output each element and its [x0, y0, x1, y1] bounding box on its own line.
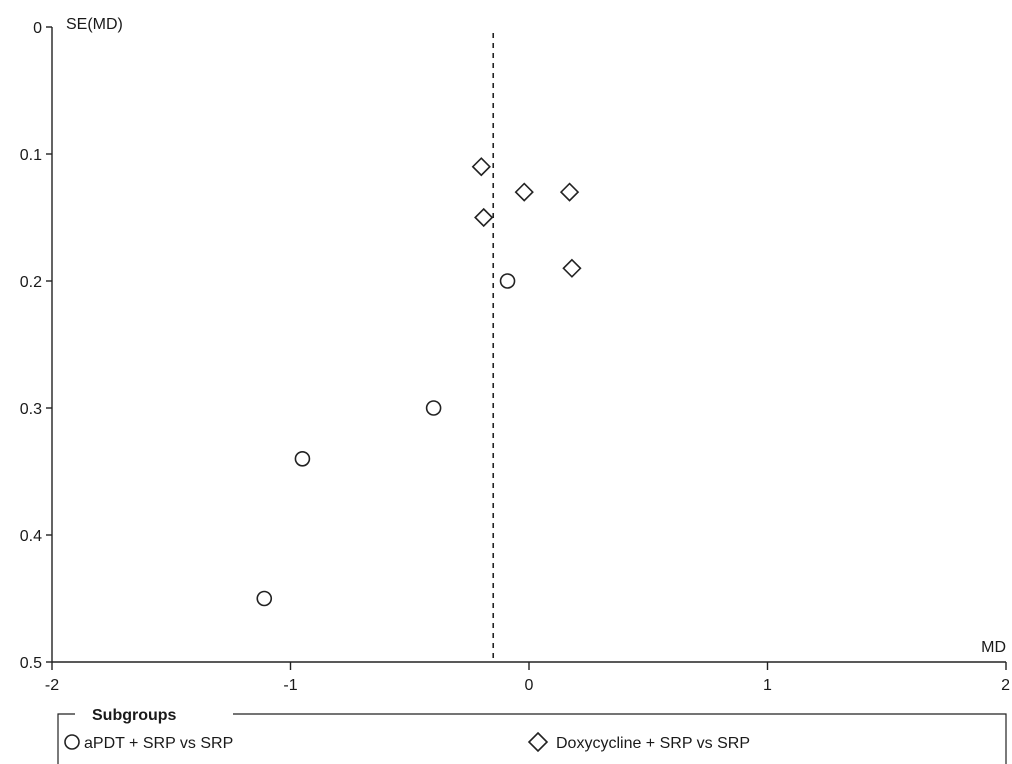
data-point-circle	[256, 590, 273, 607]
data-point-diamond	[471, 157, 491, 177]
data-point-circle	[294, 450, 311, 467]
data-point-diamond	[559, 182, 580, 202]
data-point-diamond	[474, 207, 494, 228]
y-axis-title: SE(MD)	[66, 16, 123, 33]
axes: 0 0.1 0.2 0.3 0.4 0.5-2 -1 0 1 2 SE(MD) MD	[20, 16, 1010, 694]
data-point-circle	[425, 400, 442, 416]
data-point-circle	[499, 273, 516, 289]
data-points	[256, 157, 582, 607]
x-tick-label: 0	[525, 677, 534, 694]
y-tick-label: 0.3	[20, 401, 42, 418]
x-axis-title: MD	[981, 639, 1006, 656]
legend-label: Doxycycline + SRP vs SRP	[556, 735, 750, 752]
x-tick-label: -2	[45, 677, 59, 694]
legend-symbol-diamond	[527, 731, 549, 753]
x-tick-label: 1	[763, 677, 772, 694]
y-tick-label: 0.1	[20, 147, 42, 164]
y-tick-label: 0.4	[20, 528, 42, 545]
data-point-diamond	[562, 258, 582, 278]
legend-frame-right	[233, 713, 1007, 764]
y-tick-label: 0.5	[20, 655, 42, 672]
x-tick-label: 2	[1001, 677, 1010, 694]
legend-label: aPDT + SRP vs SRP	[84, 735, 233, 752]
x-tick-label: -1	[283, 677, 297, 694]
legend-frame-left	[57, 713, 75, 764]
legend-symbol-circle	[64, 734, 80, 750]
legend: Subgroups aPDT + SRP vs SRP Doxycycline + …	[57, 707, 1007, 764]
data-point-diamond	[514, 182, 534, 202]
legend-title: Subgroups	[92, 707, 177, 724]
y-tick-label: 0.2	[20, 274, 42, 291]
y-tick-label: 0	[33, 20, 42, 37]
